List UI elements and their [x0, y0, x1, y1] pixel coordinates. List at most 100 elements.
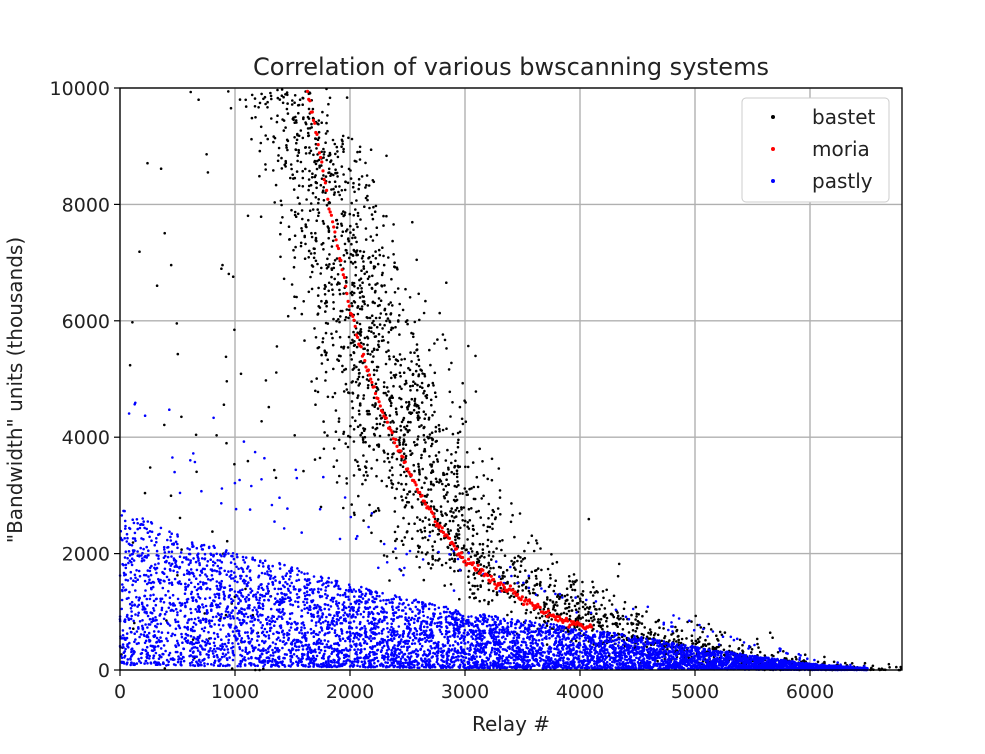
bastet-point	[346, 482, 349, 485]
bastet-point	[723, 654, 726, 657]
bastet-point	[356, 249, 359, 252]
bastet-point	[334, 235, 337, 238]
bastet-point	[361, 483, 364, 486]
bastet-point	[305, 152, 308, 155]
bastet-point	[470, 487, 473, 490]
bastet-point	[326, 114, 329, 117]
pastly-point	[218, 597, 221, 600]
bastet-point	[398, 303, 401, 306]
bastet-point	[295, 296, 298, 299]
pastly-point	[256, 639, 259, 642]
bastet-point	[356, 397, 359, 400]
bastet-point	[415, 555, 418, 558]
bastet-point	[327, 172, 330, 175]
bastet-point	[385, 313, 388, 316]
bastet-point	[592, 586, 595, 589]
bastet-point	[519, 570, 522, 573]
pastly-point	[137, 614, 140, 617]
pastly-point	[524, 619, 527, 622]
bastet-point	[577, 595, 580, 598]
pastly-point	[169, 536, 172, 539]
bastet-point	[362, 260, 365, 263]
bastet-point	[362, 438, 365, 441]
bastet-point	[373, 405, 376, 408]
bastet-point	[356, 226, 359, 229]
bastet-point	[366, 410, 369, 413]
pastly-point	[188, 578, 191, 581]
pastly-point	[489, 662, 492, 665]
bastet-point	[385, 320, 388, 323]
bastet-point	[335, 409, 338, 412]
pastly-point	[278, 496, 281, 499]
pastly-point	[180, 583, 183, 586]
bastet-point	[251, 94, 254, 97]
pastly-point	[504, 638, 507, 641]
bastet-point	[432, 558, 435, 561]
bastet-point	[431, 563, 434, 566]
bastet-point	[547, 568, 550, 571]
pastly-point	[467, 616, 470, 619]
bastet-point	[490, 558, 493, 561]
bastet-point	[600, 604, 603, 607]
bastet-point	[546, 643, 549, 646]
pastly-point	[294, 600, 297, 603]
bastet-point	[436, 480, 439, 483]
pastly-point	[227, 639, 230, 642]
bastet-point	[340, 145, 343, 148]
bastet-point	[226, 540, 229, 543]
bastet-point	[456, 476, 459, 479]
pastly-point	[356, 664, 359, 667]
bastet-point	[349, 354, 352, 357]
bastet-point	[328, 202, 331, 205]
bastet-point	[724, 631, 727, 634]
pastly-point	[359, 652, 362, 655]
bastet-point	[461, 519, 464, 522]
bastet-point	[430, 500, 433, 503]
pastly-point	[262, 608, 265, 611]
bastet-point	[290, 163, 293, 166]
bastet-point	[476, 551, 479, 554]
bastet-point	[343, 390, 346, 393]
bastet-point	[276, 345, 279, 348]
pastly-point	[146, 662, 149, 665]
pastly-point	[338, 602, 341, 605]
pastly-point	[733, 639, 736, 642]
bastet-point	[272, 135, 275, 138]
bastet-point	[348, 257, 351, 260]
pastly-point	[363, 625, 366, 628]
bastet-point	[392, 551, 395, 554]
bastet-point	[358, 369, 361, 372]
bastet-point	[301, 97, 304, 100]
bastet-point	[488, 554, 491, 557]
pastly-point	[490, 651, 493, 654]
bastet-point	[450, 507, 453, 510]
bastet-point	[232, 275, 235, 278]
bastet-point	[417, 293, 420, 296]
bastet-point	[332, 163, 335, 166]
pastly-point	[463, 639, 466, 642]
bastet-point	[412, 464, 415, 467]
pastly-point	[552, 626, 555, 629]
bastet-point	[468, 596, 471, 599]
bastet-point	[565, 600, 568, 603]
bastet-point	[451, 401, 454, 404]
bastet-point	[424, 516, 427, 519]
bastet-point	[278, 147, 281, 150]
bastet-point	[554, 579, 557, 582]
bastet-point	[372, 448, 375, 451]
bastet-point	[376, 234, 379, 237]
bastet-point	[363, 251, 366, 254]
bastet-point	[325, 332, 328, 335]
pastly-point	[298, 631, 301, 634]
bastet-point	[512, 563, 515, 566]
bastet-point	[467, 521, 470, 524]
bastet-point	[376, 226, 379, 229]
pastly-point	[327, 585, 330, 588]
bastet-point	[410, 453, 413, 456]
pastly-point	[218, 614, 221, 617]
bastet-point	[418, 479, 421, 482]
bastet-point	[281, 216, 284, 219]
bastet-point	[383, 381, 386, 384]
bastet-point	[423, 426, 426, 429]
pastly-point	[223, 570, 226, 573]
